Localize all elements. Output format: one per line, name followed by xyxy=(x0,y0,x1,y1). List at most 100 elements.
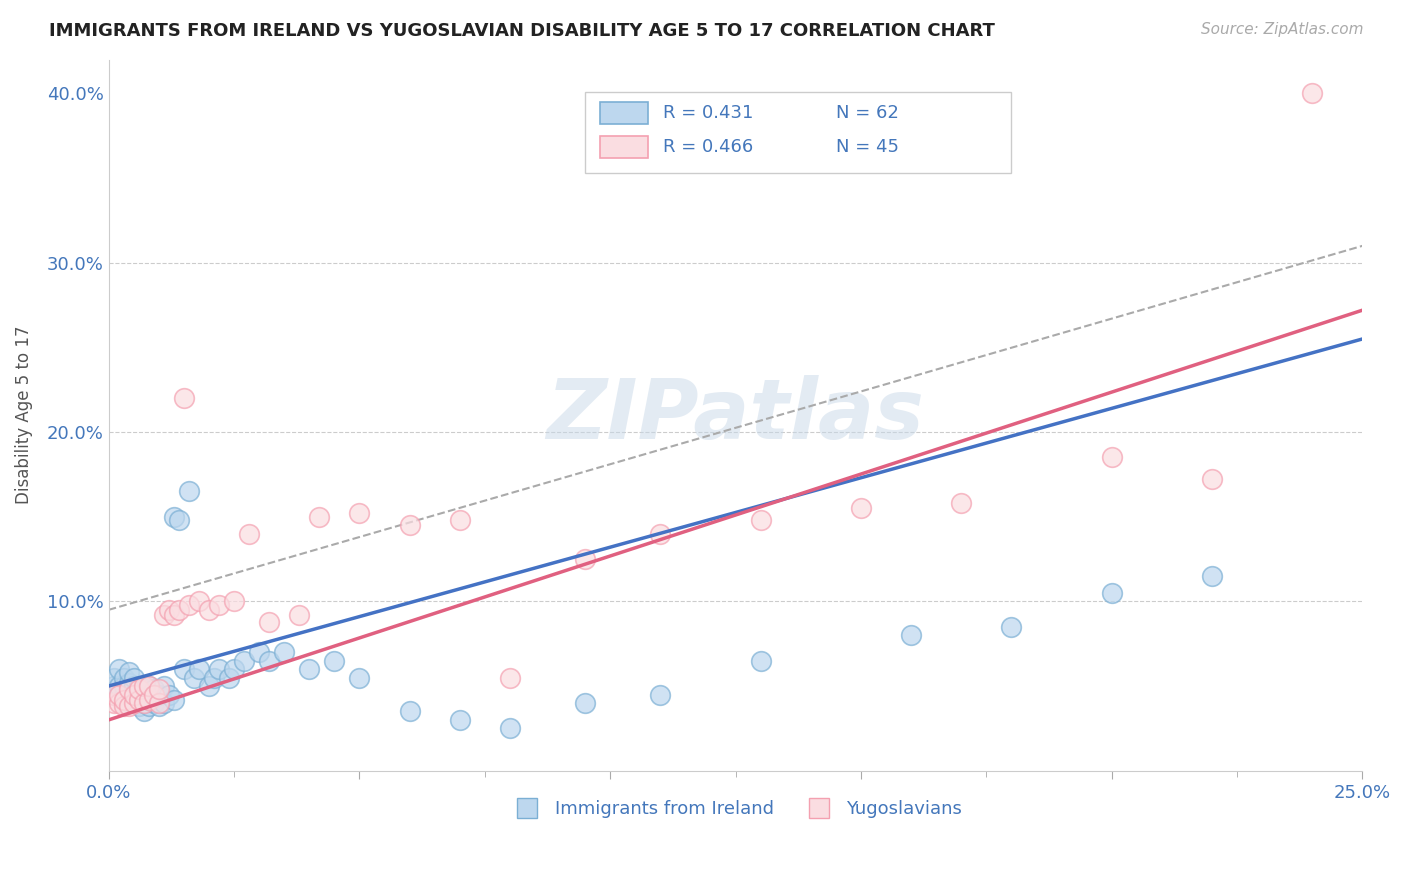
Point xyxy=(112,671,135,685)
Point xyxy=(132,679,155,693)
Point xyxy=(238,526,260,541)
Point xyxy=(148,688,170,702)
Point xyxy=(142,682,165,697)
Bar xyxy=(600,136,648,159)
Point xyxy=(177,598,200,612)
Point xyxy=(257,615,280,629)
Point xyxy=(349,671,371,685)
Point xyxy=(288,607,311,622)
Point xyxy=(138,699,160,714)
Point xyxy=(138,679,160,693)
Text: N = 45: N = 45 xyxy=(835,138,898,156)
Point xyxy=(118,682,141,697)
Point xyxy=(132,705,155,719)
Point xyxy=(208,662,231,676)
Point xyxy=(1201,473,1223,487)
Point xyxy=(202,671,225,685)
Point xyxy=(107,688,129,702)
Point xyxy=(152,679,174,693)
Point xyxy=(122,688,145,702)
Point xyxy=(650,526,672,541)
Text: ZIPatlas: ZIPatlas xyxy=(547,375,925,456)
Point xyxy=(499,722,522,736)
Point xyxy=(107,688,129,702)
Point xyxy=(122,696,145,710)
Point xyxy=(163,509,186,524)
Point xyxy=(132,682,155,697)
Point xyxy=(950,496,973,510)
Point xyxy=(152,696,174,710)
Point xyxy=(107,696,129,710)
Point xyxy=(183,671,205,685)
Point xyxy=(107,662,129,676)
Point xyxy=(198,603,221,617)
Legend: Immigrants from Ireland, Yugoslavians: Immigrants from Ireland, Yugoslavians xyxy=(502,793,969,826)
Point xyxy=(148,682,170,697)
Text: Source: ZipAtlas.com: Source: ZipAtlas.com xyxy=(1201,22,1364,37)
Point xyxy=(122,696,145,710)
Point xyxy=(1201,569,1223,583)
Point xyxy=(157,603,180,617)
Text: R = 0.466: R = 0.466 xyxy=(662,138,754,156)
Point xyxy=(118,665,141,680)
Point xyxy=(152,607,174,622)
Point xyxy=(112,679,135,693)
Point xyxy=(233,654,256,668)
Point xyxy=(222,594,245,608)
Point xyxy=(208,598,231,612)
Point xyxy=(349,506,371,520)
Text: R = 0.431: R = 0.431 xyxy=(662,104,754,122)
Point xyxy=(173,662,195,676)
Point xyxy=(222,662,245,676)
Point xyxy=(1101,586,1123,600)
Point xyxy=(247,645,270,659)
Point xyxy=(163,692,186,706)
Point xyxy=(167,603,190,617)
Y-axis label: Disability Age 5 to 17: Disability Age 5 to 17 xyxy=(15,326,32,504)
Point xyxy=(273,645,295,659)
Point xyxy=(398,705,420,719)
Point xyxy=(103,688,125,702)
Point xyxy=(103,671,125,685)
Point xyxy=(112,688,135,702)
Point xyxy=(103,696,125,710)
Point xyxy=(198,679,221,693)
Point xyxy=(122,688,145,702)
Point xyxy=(118,675,141,690)
Point xyxy=(499,671,522,685)
Point xyxy=(122,671,145,685)
Point xyxy=(148,699,170,714)
Point xyxy=(1301,87,1323,101)
Point xyxy=(148,696,170,710)
Point xyxy=(118,692,141,706)
Point xyxy=(128,699,150,714)
Point xyxy=(1000,620,1022,634)
Point xyxy=(128,679,150,693)
Point xyxy=(112,696,135,710)
Point xyxy=(122,679,145,693)
Bar xyxy=(600,102,648,124)
Point xyxy=(849,501,872,516)
Point xyxy=(107,679,129,693)
Point xyxy=(187,594,209,608)
Point xyxy=(449,513,471,527)
Text: N = 62: N = 62 xyxy=(835,104,898,122)
Point xyxy=(749,513,772,527)
Point xyxy=(323,654,346,668)
Point xyxy=(103,679,125,693)
Point xyxy=(128,692,150,706)
Point xyxy=(218,671,240,685)
Point xyxy=(574,552,596,566)
Point xyxy=(398,518,420,533)
Point xyxy=(142,696,165,710)
Point xyxy=(187,662,209,676)
Point xyxy=(257,654,280,668)
Point xyxy=(157,688,180,702)
Point xyxy=(167,513,190,527)
Point xyxy=(118,682,141,697)
Point xyxy=(173,391,195,405)
Point xyxy=(128,688,150,702)
Point xyxy=(132,696,155,710)
Point xyxy=(177,484,200,499)
Bar xyxy=(585,92,1011,173)
